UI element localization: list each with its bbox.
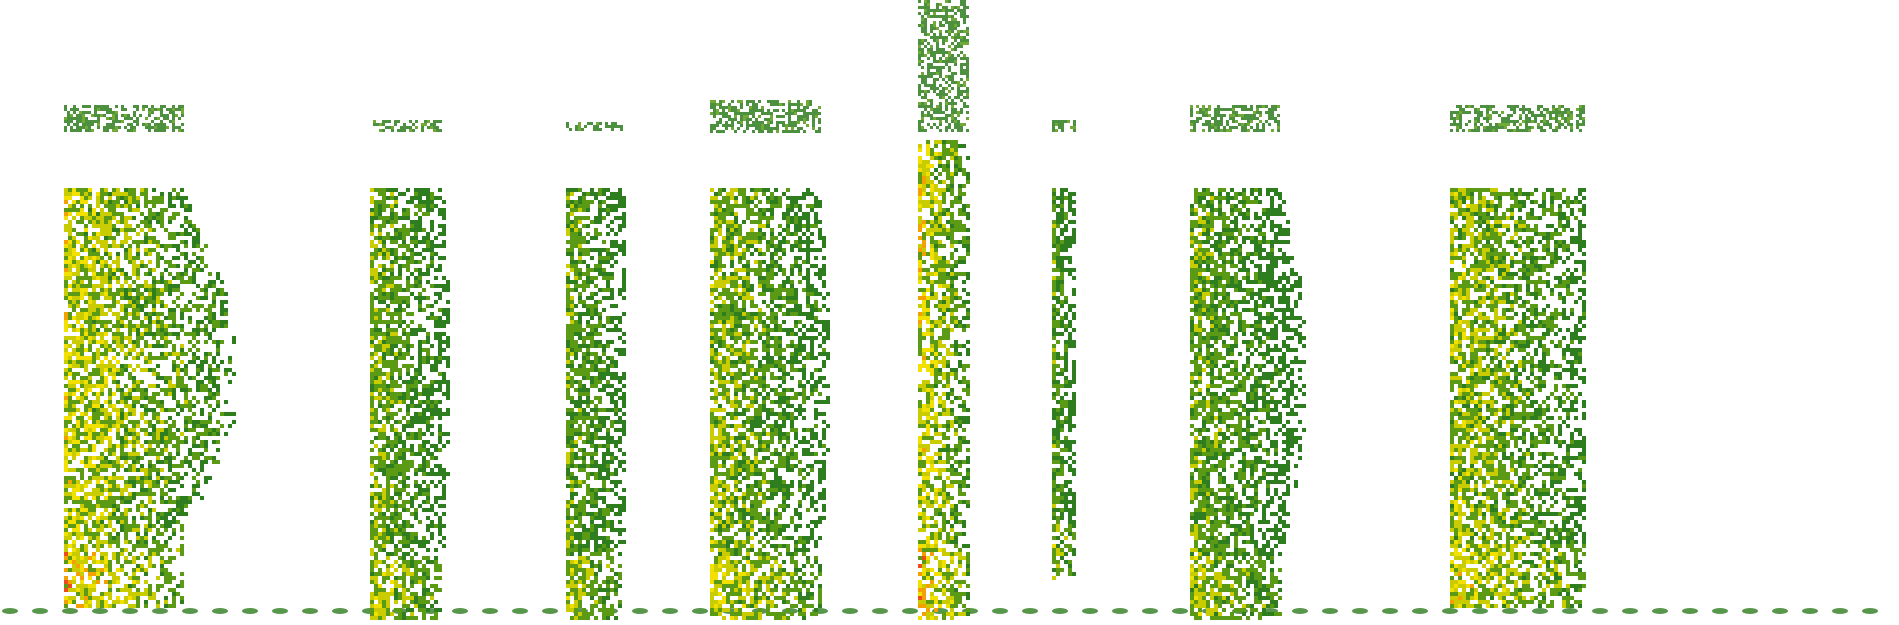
spectrogram-segment-5 [918,0,970,620]
baseline-dash [992,608,1008,614]
baseline-dash [1622,608,1638,614]
baseline-dash [1532,608,1548,614]
baseline-dash [1412,608,1428,614]
baseline-dash [1112,608,1128,614]
baseline-dash [512,608,528,614]
baseline-dash [1742,608,1758,614]
baseline-dash [1472,608,1488,614]
baseline-dash [1802,608,1818,614]
spectrogram-segment-3 [566,122,626,620]
baseline-dash [182,608,198,614]
baseline-dash [662,608,678,614]
baseline-dash [242,608,258,614]
baseline-dash [2,608,18,614]
baseline-dash [1142,608,1158,614]
baseline-dash [1292,608,1308,614]
spectrogram-segment-8 [1450,105,1586,608]
baseline-dash [1082,608,1098,614]
baseline-dash [482,608,498,614]
baseline-dash [632,608,648,614]
baseline-dash [542,608,558,614]
spectrogram-segment-7 [1190,105,1306,620]
spectrogram-segment-6 [1052,120,1076,580]
baseline-dash [1502,608,1518,614]
baseline-dash [122,608,138,614]
spectrogram-segment-1 [64,105,236,608]
spectrogram-segment-4 [710,100,830,620]
baseline-dash [332,608,348,614]
baseline-dash [1442,608,1458,614]
baseline-dash [212,608,228,614]
baseline-dash [1022,608,1038,614]
baseline-dash [302,608,318,614]
baseline-dash [1052,608,1068,614]
baseline-dash [1862,608,1878,614]
baseline-dash [1652,608,1668,614]
baseline-dash [32,608,48,614]
baseline-dash [1382,608,1398,614]
baseline-dash [62,608,78,614]
baseline-dash [452,608,468,614]
baseline-dash [1832,608,1848,614]
baseline-dash [1322,608,1338,614]
baseline-dash [1772,608,1788,614]
spectrogram-segment-2 [370,120,450,620]
baseline-dash [1352,608,1368,614]
baseline-dash [1172,608,1188,614]
baseline-dash [842,608,858,614]
baseline-dash [1712,608,1728,614]
baseline-dash [902,608,918,614]
baseline-dash [92,608,108,614]
baseline-dash [872,608,888,614]
baseline-dashes [2,608,1878,614]
baseline-dash [692,608,708,614]
baseline-dash [152,608,168,614]
baseline-dash [1592,608,1608,614]
spectrogram-segments [64,0,1586,620]
baseline-dash [1562,608,1578,614]
baseline-dash [1682,608,1698,614]
baseline-dash [272,608,288,614]
